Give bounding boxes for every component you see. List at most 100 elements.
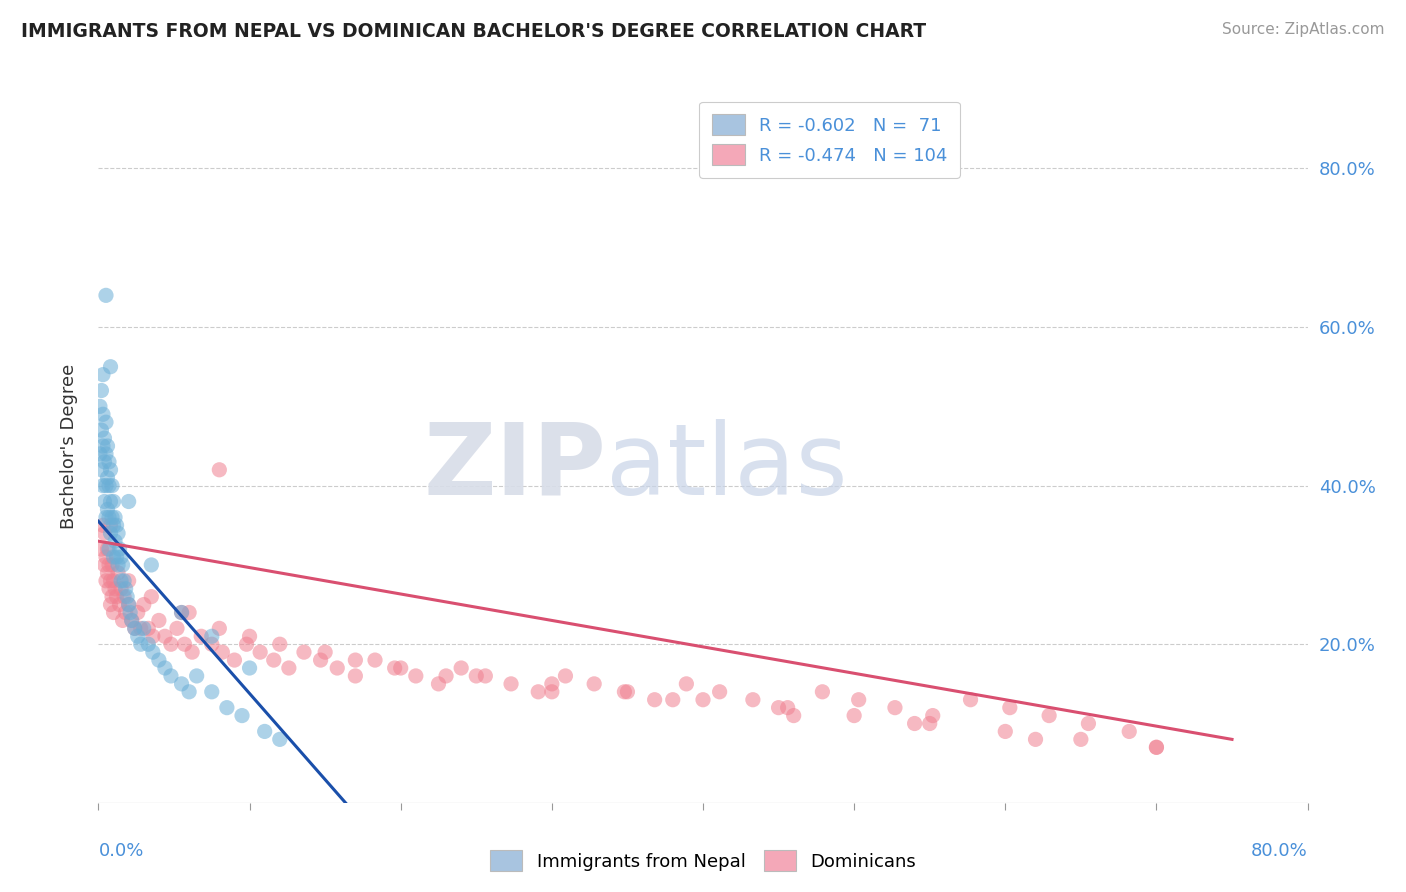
Point	[120, 606, 142, 620]
Point	[114, 582, 136, 596]
Point	[107, 558, 129, 572]
Point	[644, 692, 666, 706]
Point	[132, 621, 155, 635]
Point	[100, 494, 122, 508]
Point	[141, 558, 163, 572]
Point	[1070, 732, 1092, 747]
Point	[142, 629, 165, 643]
Point	[94, 288, 117, 302]
Point	[998, 700, 1021, 714]
Point	[249, 645, 271, 659]
Point	[811, 685, 834, 699]
Point	[118, 574, 141, 588]
Point	[89, 400, 111, 414]
Point	[100, 518, 122, 533]
Point	[104, 582, 127, 596]
Point	[208, 463, 231, 477]
Point	[848, 692, 870, 706]
Point	[110, 582, 132, 596]
Point	[344, 669, 367, 683]
Text: 0.0%: 0.0%	[98, 842, 143, 860]
Point	[153, 629, 176, 643]
Legend: R = -0.602   N =  71, R = -0.474   N = 104: R = -0.602 N = 71, R = -0.474 N = 104	[699, 102, 960, 178]
Point	[98, 582, 121, 596]
Point	[110, 549, 132, 564]
Point	[499, 677, 522, 691]
Point	[160, 669, 183, 683]
Point	[118, 494, 141, 508]
Text: IMMIGRANTS FROM NEPAL VS DOMINICAN BACHELOR'S DEGREE CORRELATION CHART: IMMIGRANTS FROM NEPAL VS DOMINICAN BACHE…	[21, 22, 927, 41]
Point	[107, 526, 129, 541]
Point	[384, 661, 406, 675]
Point	[179, 606, 201, 620]
Point	[215, 700, 238, 714]
Point	[129, 637, 152, 651]
Point	[844, 708, 866, 723]
Point	[94, 510, 117, 524]
Point	[111, 614, 134, 628]
Point	[103, 549, 125, 564]
Point	[114, 606, 136, 620]
Point	[884, 700, 907, 714]
Text: Source: ZipAtlas.com: Source: ZipAtlas.com	[1222, 22, 1385, 37]
Point	[661, 692, 683, 706]
Point	[239, 629, 262, 643]
Point	[104, 534, 127, 549]
Point	[115, 590, 138, 604]
Point	[153, 661, 176, 675]
Point	[170, 606, 193, 620]
Point	[741, 692, 763, 706]
Legend: Immigrants from Nepal, Dominicans: Immigrants from Nepal, Dominicans	[482, 843, 924, 879]
Point	[107, 566, 129, 580]
Point	[263, 653, 285, 667]
Point	[90, 423, 112, 437]
Point	[118, 598, 141, 612]
Point	[309, 653, 332, 667]
Text: 80.0%: 80.0%	[1251, 842, 1308, 860]
Point	[170, 606, 193, 620]
Point	[768, 700, 790, 714]
Point	[364, 653, 387, 667]
Point	[208, 621, 231, 635]
Point	[94, 415, 117, 429]
Point	[709, 685, 731, 699]
Text: ZIP: ZIP	[423, 419, 606, 516]
Point	[277, 661, 299, 675]
Point	[103, 518, 125, 533]
Point	[918, 716, 941, 731]
Point	[91, 407, 114, 421]
Point	[96, 542, 118, 557]
Point	[181, 645, 204, 659]
Point	[540, 677, 562, 691]
Point	[93, 558, 115, 572]
Point	[108, 542, 131, 557]
Point	[675, 677, 697, 691]
Point	[450, 661, 472, 675]
Point	[474, 669, 496, 683]
Point	[127, 606, 149, 620]
Point	[101, 558, 124, 572]
Point	[132, 598, 155, 612]
Point	[94, 478, 117, 492]
Point	[108, 598, 131, 612]
Point	[103, 574, 125, 588]
Point	[434, 669, 457, 683]
Point	[103, 606, 125, 620]
Point	[110, 574, 132, 588]
Point	[105, 518, 128, 533]
Point	[129, 621, 152, 635]
Point	[253, 724, 276, 739]
Point	[211, 645, 233, 659]
Point	[692, 692, 714, 706]
Point	[344, 653, 367, 667]
Point	[91, 439, 114, 453]
Point	[98, 558, 121, 572]
Point	[136, 637, 159, 651]
Point	[124, 621, 146, 635]
Point	[904, 716, 927, 731]
Point	[201, 637, 224, 651]
Point	[104, 510, 127, 524]
Point	[527, 685, 550, 699]
Point	[90, 463, 112, 477]
Point	[148, 614, 170, 628]
